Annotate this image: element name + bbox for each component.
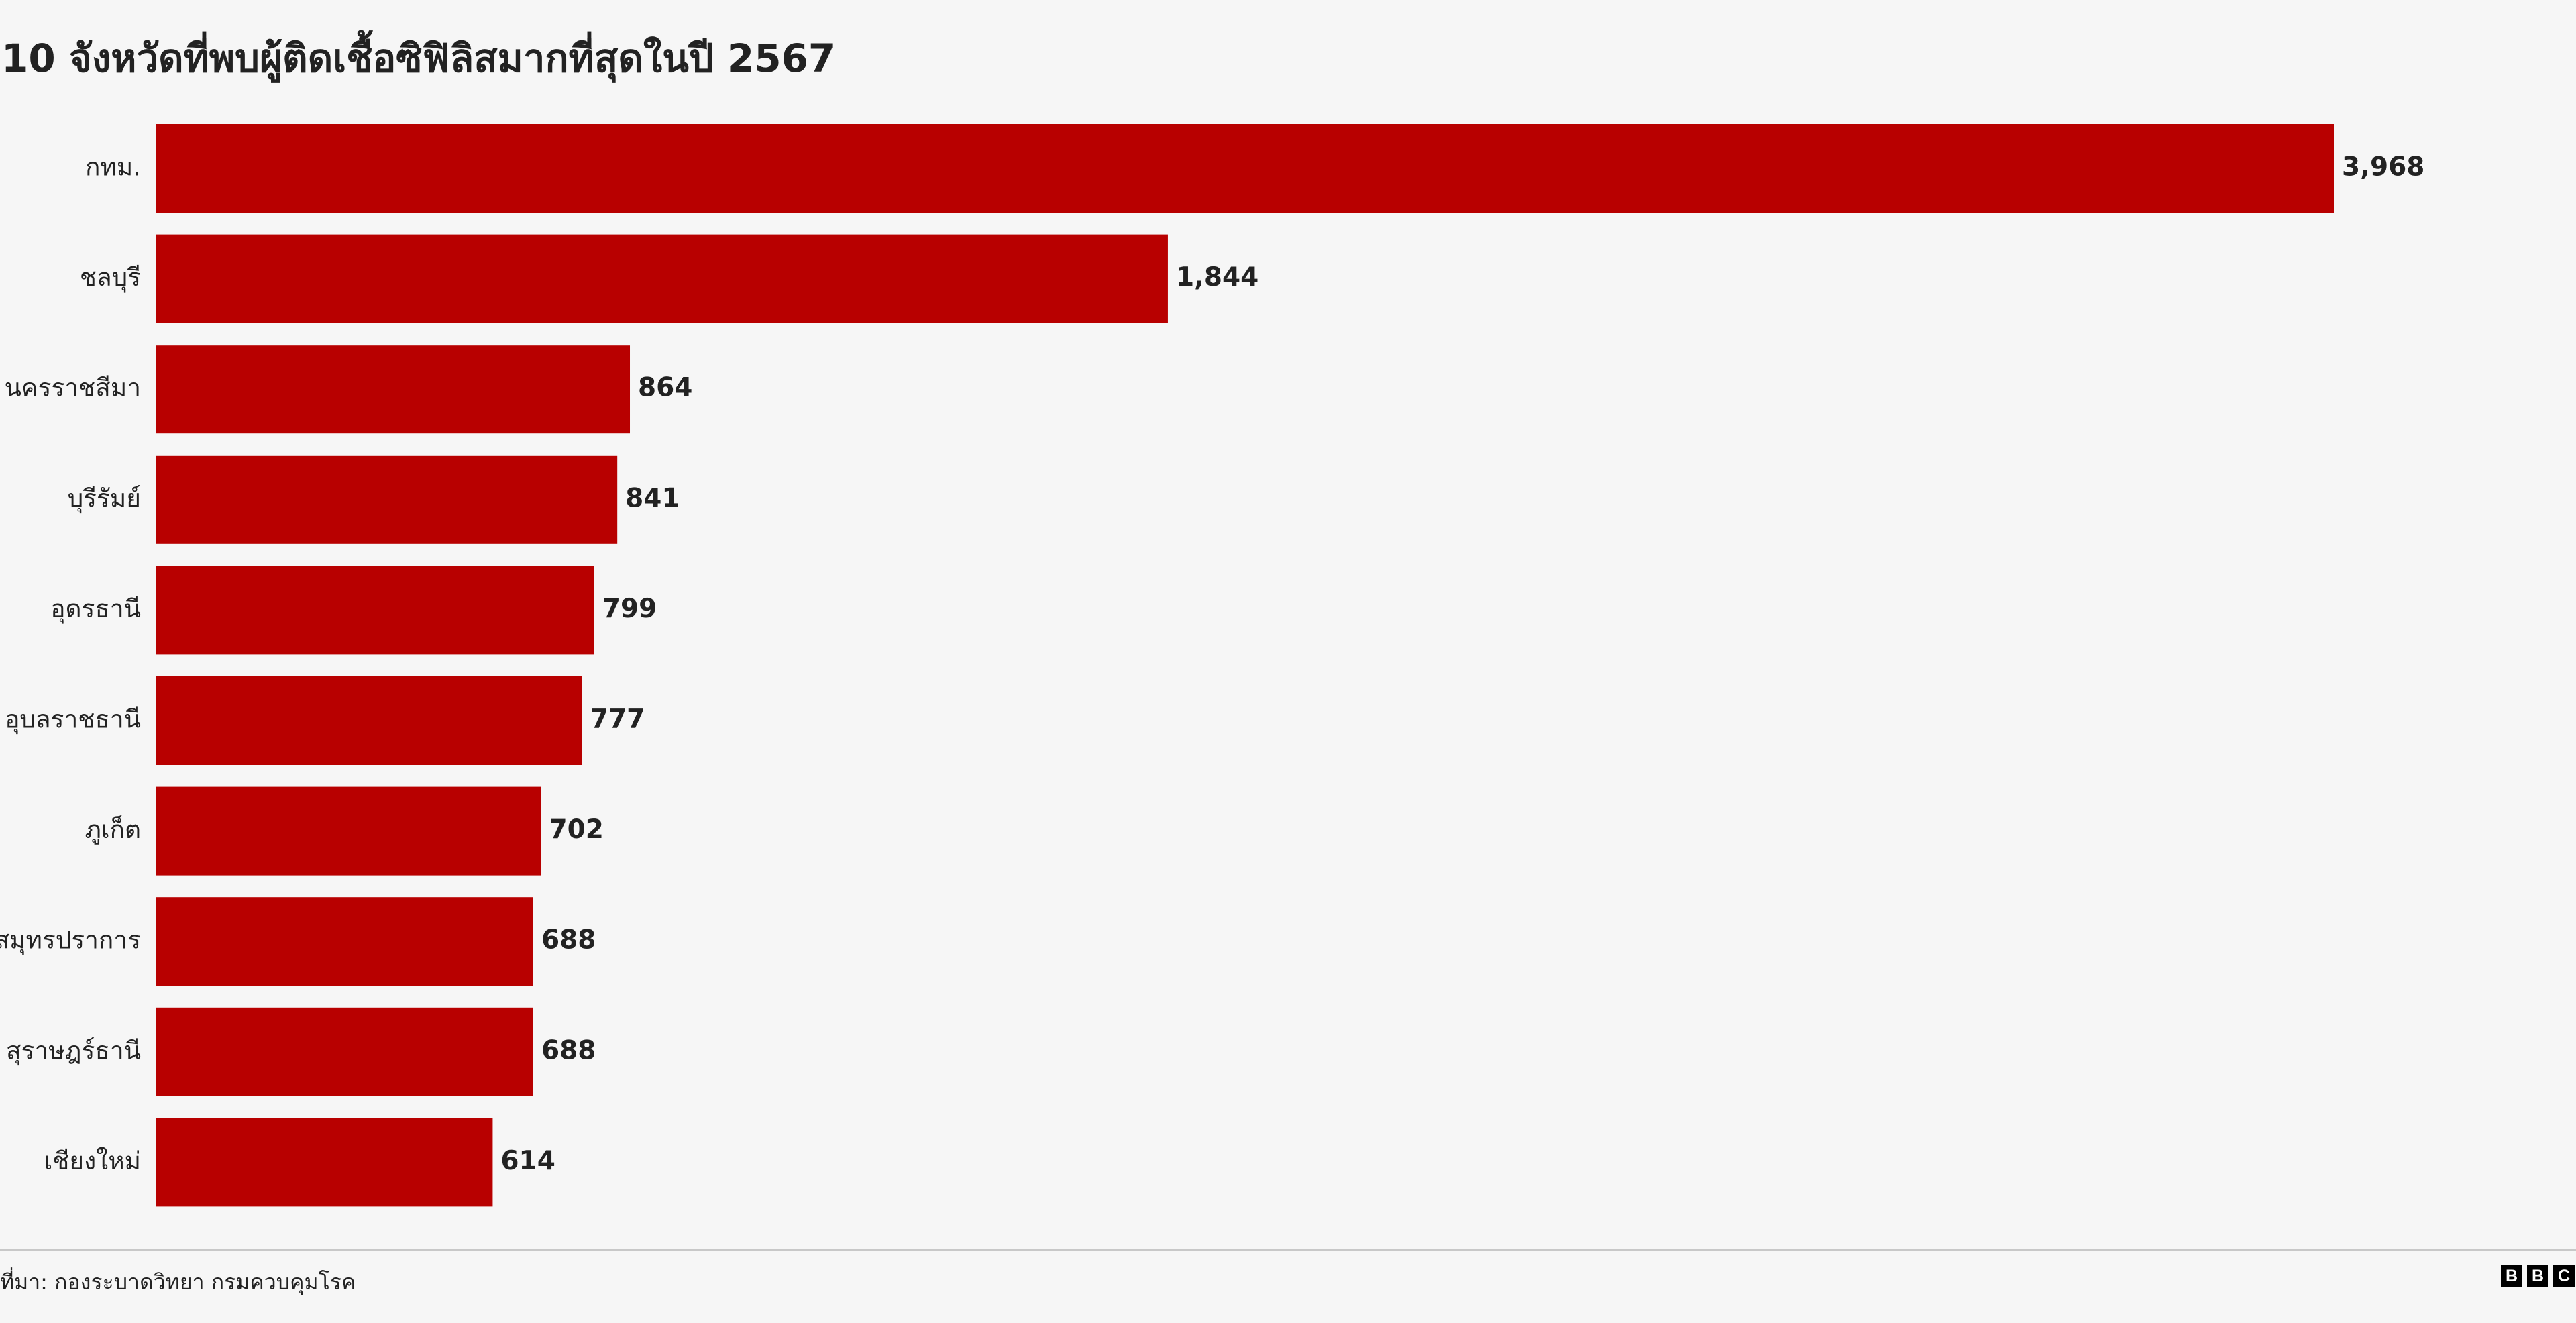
value-label: 841: [625, 483, 680, 513]
bbc-logo-letter-3: C: [2553, 1265, 2575, 1287]
value-label: 688: [541, 925, 596, 955]
bbc-logo-letter-1: B: [2501, 1265, 2522, 1287]
bar: [156, 124, 2334, 213]
bar: [156, 234, 1168, 323]
bar: [156, 455, 618, 544]
value-label: 688: [541, 1035, 596, 1065]
value-label: 3,968: [2342, 152, 2424, 182]
category-label: อุบลราชธานี: [5, 705, 141, 735]
category-label: อุดรธานี: [50, 594, 141, 624]
value-label: 1,844: [1176, 262, 1258, 293]
bar-chart: กทม. 3,968 ชลบุรี 1,844 นครราชสีมา 864 บุรีรัม…: [0, 124, 2424, 1207]
category-label: ชลบุรี: [80, 263, 141, 293]
bar: [156, 566, 594, 655]
bar: [156, 1007, 533, 1096]
source-note: ที่มา: กองระบาดวิทยา กรมควบคุมโรค: [0, 1269, 356, 1295]
category-label: ภูเก็ต: [85, 814, 141, 845]
bar: [156, 786, 541, 876]
value-label: 702: [549, 814, 603, 845]
category-label: นครราชสีมา: [5, 374, 141, 403]
value-label: 777: [590, 704, 645, 735]
value-label: 864: [638, 373, 692, 403]
value-label: 799: [602, 594, 657, 624]
chart-title: 10 จังหวัดที่พบผู้ติดเชื้อซิฟิลิสมากที่ส…: [1, 36, 836, 81]
category-label: เชียงใหม่: [44, 1147, 141, 1175]
category-label: สุราษฎร์ธานี: [6, 1036, 141, 1065]
footer-divider: [0, 1249, 2576, 1251]
bar: [156, 897, 533, 986]
value-label: 614: [500, 1146, 555, 1176]
category-label: บุรีรัมย์: [68, 484, 141, 513]
bar: [156, 345, 631, 434]
bar: [156, 1118, 493, 1207]
bar: [156, 676, 582, 765]
category-label: สมุทรปราการ: [0, 926, 141, 955]
bbc-logo-letter-2: B: [2527, 1265, 2548, 1287]
bbc-logo: B B C: [2501, 1265, 2575, 1287]
category-label: กทม.: [85, 153, 141, 182]
